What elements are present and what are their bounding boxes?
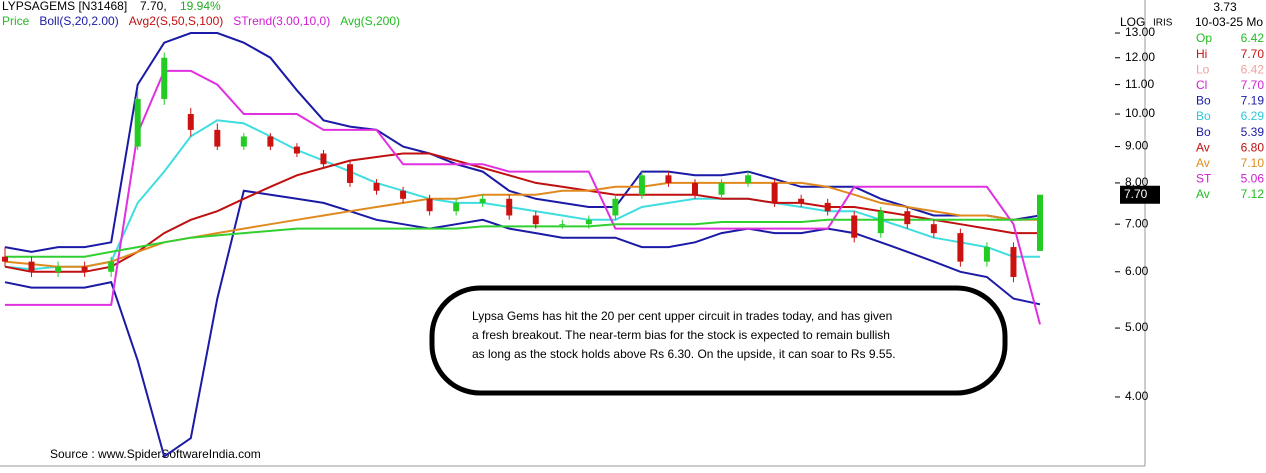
candle-body: [134, 98, 141, 147]
candle-body: [81, 266, 88, 272]
candle-body: [585, 219, 592, 225]
candle-body: [214, 129, 221, 147]
panel-value: 6.29: [1241, 109, 1265, 123]
candle-body: [28, 261, 35, 272]
panel-value: 7.70: [1241, 47, 1265, 61]
candle-body: [2, 256, 8, 262]
candle-body: [426, 198, 433, 212]
last-price-box: [1120, 185, 1160, 204]
panel-date: 10-03-25 Mo: [1195, 15, 1263, 29]
panel-label: Av: [1196, 187, 1210, 201]
candle-body: [718, 182, 725, 195]
source: Source : www.SpiderSoftwareIndia.com: [50, 447, 261, 461]
panel-value: 6.42: [1241, 31, 1265, 45]
panel-label: Hi: [1196, 47, 1207, 61]
candle-body: [267, 136, 274, 147]
panel-value: 7.12: [1241, 187, 1265, 201]
y-tick-label: 8.00: [1125, 175, 1149, 189]
candle-body: [904, 211, 911, 225]
legend-entry: Avg2(S,50,S,100): [129, 14, 224, 28]
y-tick-label: 4.00: [1125, 389, 1149, 403]
header-change: 19.94%: [180, 0, 221, 13]
candle-body: [1010, 247, 1017, 277]
panel-label: Bo: [1196, 94, 1211, 108]
candle-body: [240, 136, 247, 147]
candle-body: [532, 215, 539, 225]
symbol: LYPSAGEMS [N31468]: [2, 0, 127, 13]
y-tick-label: 11.00: [1125, 77, 1154, 91]
candle-body: [692, 182, 698, 195]
panel-value: 5.06: [1241, 172, 1265, 186]
panel-value: 6.80: [1241, 140, 1265, 154]
candle-body: [798, 198, 805, 203]
panel-label: Bo: [1196, 109, 1211, 123]
candle-body: [824, 202, 831, 212]
candle-body: [930, 224, 937, 234]
panel-top: 3.73: [1213, 0, 1237, 14]
panel-label: Bo: [1196, 125, 1211, 139]
candle-body: [559, 224, 566, 226]
candle-body: [771, 182, 778, 203]
annotation-line: as long as the stock holds above Rs 6.30…: [472, 347, 896, 361]
candle-body: [983, 247, 990, 262]
y-tick-label: 13.00: [1125, 25, 1155, 39]
candle-body: [187, 114, 194, 130]
legend-entry: Avg(S,200): [340, 14, 400, 28]
panel-value: 6.42: [1241, 62, 1265, 76]
legend-entry: STrend(3.00,10,0): [233, 14, 330, 28]
candle-body: [877, 211, 884, 234]
candle-body: [479, 198, 486, 203]
candle-body: [665, 175, 672, 183]
panel-value: 7.70: [1241, 78, 1265, 92]
annotation-box: [429, 285, 1008, 396]
indicator-line: [4, 181, 1040, 268]
panel-label: Av: [1196, 156, 1210, 170]
scale-label: IRIS: [1153, 18, 1173, 29]
candle-body: [506, 198, 513, 216]
indicator-line: [4, 119, 1040, 271]
panel-value: 7.10: [1241, 156, 1265, 170]
indicator-line: [5, 217, 1041, 258]
y-tick-label: 10.00: [1125, 106, 1155, 120]
panel-label: Op: [1196, 31, 1212, 45]
candle-body: [745, 175, 752, 183]
header-price: 7.70,: [140, 0, 167, 13]
y-tick-label: 5.00: [1125, 320, 1149, 334]
panel-label: ST: [1196, 172, 1212, 186]
annotation-line: Lypsa Gems has hit the 20 per cent upper…: [472, 309, 892, 323]
candle-body: [320, 153, 327, 165]
panel-label: Av: [1196, 140, 1210, 154]
y-tick-label: 7.00: [1125, 216, 1149, 230]
candle-body: [400, 190, 407, 199]
y-tick-label: 6.00: [1125, 264, 1149, 278]
candle-body: [161, 57, 168, 99]
legend-entry: Price: [2, 14, 30, 28]
candle-body: [347, 164, 353, 183]
panel-label: Cl: [1196, 78, 1207, 92]
panel-value: 5.39: [1241, 125, 1265, 139]
annotation-line: a fresh breakout. The near-term bias for…: [472, 328, 890, 342]
candle-body: [453, 202, 460, 212]
candle-body: [1037, 194, 1043, 251]
last-price: 7.70: [1124, 187, 1148, 201]
y-tick-label: 9.00: [1125, 139, 1149, 153]
candle-body: [55, 266, 62, 272]
candle-body: [851, 215, 858, 238]
scale-label: LOG: [1120, 15, 1145, 29]
y-tick-label: 12.00: [1125, 50, 1155, 64]
candle-body: [638, 175, 645, 195]
indicator-line: [5, 69, 1041, 325]
panel-label: Lo: [1196, 62, 1210, 76]
indicator-line: [4, 189, 1041, 459]
panel-value: 7.19: [1241, 94, 1265, 108]
candle-body: [957, 233, 964, 262]
candle-body: [612, 198, 619, 216]
candle-body: [293, 146, 300, 154]
candle-body: [373, 182, 380, 191]
candle-body: [108, 261, 115, 272]
indicator-line: [4, 152, 1040, 273]
legend-entry: Boll(S,20,2.00): [39, 14, 118, 28]
